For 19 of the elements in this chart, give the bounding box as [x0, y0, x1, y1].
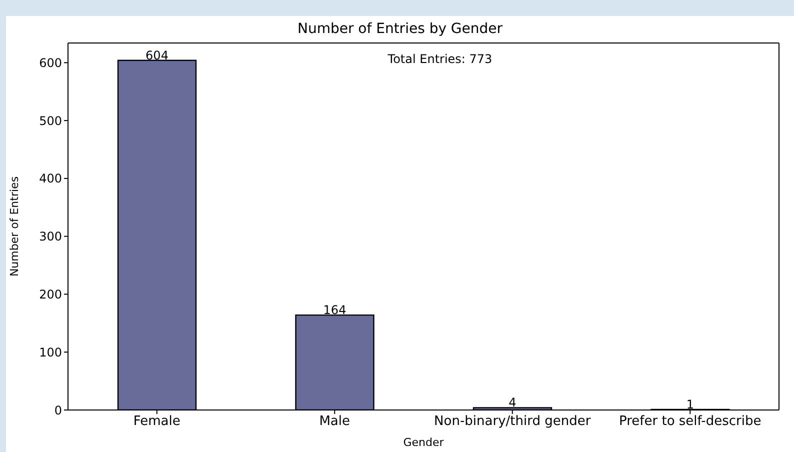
y-tick-label: 500 — [39, 114, 62, 128]
chart-title: Number of Entries by Gender — [296, 21, 504, 37]
data-label: 1 — [686, 397, 694, 412]
y-tick-label: 100 — [39, 345, 62, 360]
y-axis-title: Number of Entries — [8, 176, 21, 277]
y-tick-label: 400 — [39, 172, 62, 186]
annotation: Total Entries: 773 — [388, 52, 492, 66]
x-tick-label: Male — [319, 414, 350, 430]
y-tick-label: 0 — [54, 403, 62, 418]
y-tick-label: 200 — [39, 287, 62, 302]
data-label: 604 — [146, 48, 168, 62]
x-tick-label: Prefer to self-describe — [619, 414, 762, 430]
x-tick-label: Female — [133, 414, 180, 430]
data-label: 164 — [323, 303, 346, 318]
x-tick-label: Non-binary/third gender — [434, 414, 592, 430]
data-label: 4 — [508, 396, 516, 410]
y-tick-label: 300 — [39, 230, 62, 244]
x-axis-title: Gender — [403, 436, 444, 449]
y-tick-label: 600 — [39, 56, 62, 70]
